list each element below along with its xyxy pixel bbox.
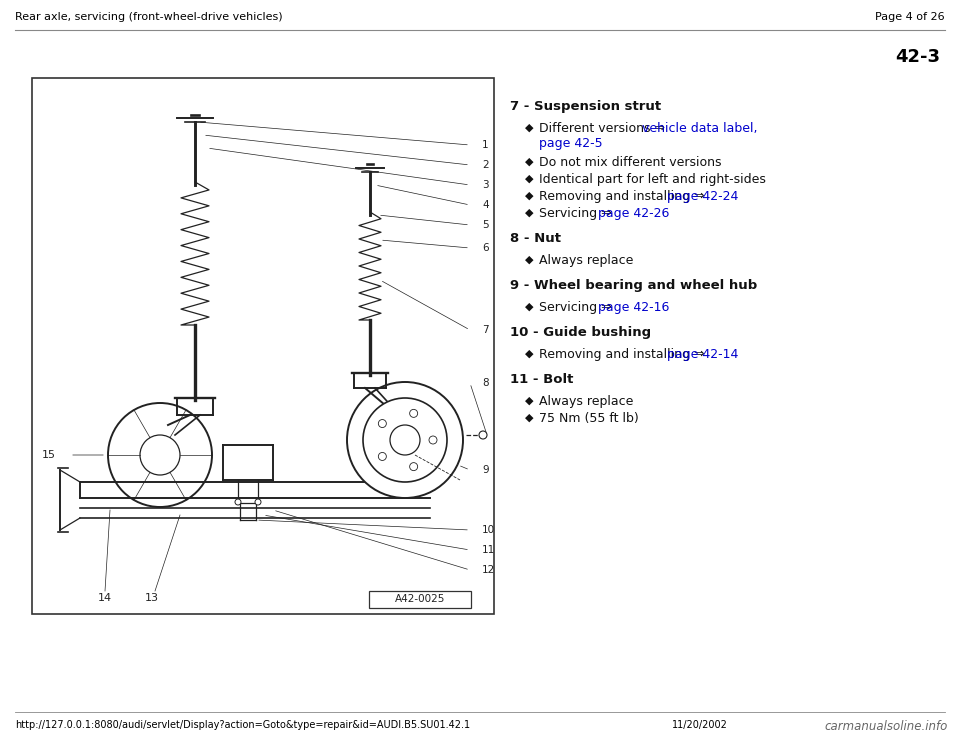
- Text: Page 4 of 26: Page 4 of 26: [876, 12, 945, 22]
- Text: 7 - Suspension strut: 7 - Suspension strut: [510, 100, 661, 113]
- Circle shape: [378, 453, 386, 461]
- Text: ◆: ◆: [525, 123, 534, 133]
- Text: ◆: ◆: [525, 191, 534, 201]
- Text: 75 Nm (55 ft lb): 75 Nm (55 ft lb): [539, 412, 638, 425]
- Text: 5: 5: [482, 220, 489, 230]
- Text: page 42-14: page 42-14: [666, 348, 738, 361]
- Circle shape: [108, 403, 212, 507]
- Text: ◆: ◆: [525, 174, 534, 184]
- Text: page 42-16: page 42-16: [598, 301, 669, 314]
- Circle shape: [410, 410, 418, 417]
- Text: Removing and installing ⇒: Removing and installing ⇒: [539, 190, 708, 203]
- Text: ◆: ◆: [525, 349, 534, 359]
- Text: 8 - Nut: 8 - Nut: [510, 232, 561, 245]
- Text: 10: 10: [482, 525, 495, 535]
- Text: 9 - Wheel bearing and wheel hub: 9 - Wheel bearing and wheel hub: [510, 279, 757, 292]
- Text: vehicle data label,: vehicle data label,: [642, 122, 757, 135]
- Text: 15: 15: [42, 450, 56, 460]
- Text: 11: 11: [482, 545, 495, 555]
- Text: 2: 2: [482, 160, 489, 170]
- Text: ◆: ◆: [525, 302, 534, 312]
- Text: ◆: ◆: [525, 396, 534, 406]
- Text: page 42-26: page 42-26: [598, 207, 669, 220]
- Text: 9: 9: [482, 465, 489, 475]
- Text: A42-0025: A42-0025: [395, 594, 445, 604]
- Text: page 42-5: page 42-5: [539, 137, 603, 150]
- Text: Do not mix different versions: Do not mix different versions: [539, 156, 722, 169]
- Text: 7: 7: [482, 325, 489, 335]
- Text: Removing and installing ⇒: Removing and installing ⇒: [539, 348, 708, 361]
- Text: Rear axle, servicing (front-wheel-drive vehicles): Rear axle, servicing (front-wheel-drive …: [15, 12, 282, 22]
- Text: 6: 6: [482, 243, 489, 253]
- FancyBboxPatch shape: [369, 591, 471, 608]
- Text: 3: 3: [482, 180, 489, 190]
- Text: ◆: ◆: [525, 413, 534, 423]
- Text: Always replace: Always replace: [539, 254, 634, 267]
- Circle shape: [479, 431, 487, 439]
- Text: Always replace: Always replace: [539, 395, 634, 408]
- Text: 14: 14: [98, 593, 112, 603]
- Text: 13: 13: [145, 593, 159, 603]
- Text: ◆: ◆: [525, 255, 534, 265]
- Text: Servicing ⇒: Servicing ⇒: [539, 301, 615, 314]
- Text: page 42-24: page 42-24: [666, 190, 738, 203]
- Circle shape: [410, 462, 418, 470]
- Text: ◆: ◆: [525, 208, 534, 218]
- Circle shape: [363, 398, 447, 482]
- Text: 8: 8: [482, 378, 489, 388]
- Text: ◆: ◆: [525, 157, 534, 167]
- Circle shape: [347, 382, 463, 498]
- Text: Different versions ⇒: Different versions ⇒: [539, 122, 669, 135]
- Text: Servicing ⇒: Servicing ⇒: [539, 207, 615, 220]
- Text: Identical part for left and right-sides: Identical part for left and right-sides: [539, 173, 766, 186]
- Circle shape: [235, 499, 241, 505]
- Circle shape: [390, 425, 420, 455]
- Circle shape: [378, 419, 386, 427]
- Text: 10 - Guide bushing: 10 - Guide bushing: [510, 326, 651, 339]
- Text: 1: 1: [482, 140, 489, 150]
- Text: 12: 12: [482, 565, 495, 575]
- Circle shape: [255, 499, 261, 505]
- Circle shape: [429, 436, 437, 444]
- Text: carmanualsoline.info: carmanualsoline.info: [825, 720, 948, 733]
- Text: 11 - Bolt: 11 - Bolt: [510, 373, 573, 386]
- Bar: [32, 78, 494, 614]
- Circle shape: [140, 435, 180, 475]
- Text: 4: 4: [482, 200, 489, 210]
- Text: 11/20/2002: 11/20/2002: [672, 720, 728, 730]
- Text: http://127.0.0.1:8080/audi/servlet/Display?action=Goto&type=repair&id=AUDI.B5.SU: http://127.0.0.1:8080/audi/servlet/Displ…: [15, 720, 470, 730]
- Text: 42-3: 42-3: [895, 48, 940, 66]
